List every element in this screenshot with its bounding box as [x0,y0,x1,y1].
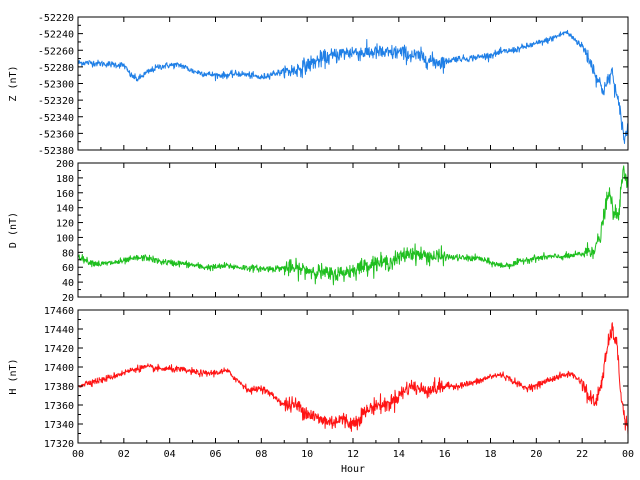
series-line-d [77,165,629,286]
x-tick-label-1: 02 [118,449,130,460]
y-tick-label-z-3: -52280 [38,63,74,74]
y-tick-label-h-0: 17460 [44,306,74,317]
y-tick-label-z-5: -52320 [38,96,74,107]
x-tick-label-7: 14 [393,449,405,460]
x-tick-label-4: 08 [255,449,267,460]
y-tick-label-h-7: 17320 [44,439,74,450]
y-tick-label-d-7: 60 [62,263,74,274]
y-tick-label-d-9: 20 [62,293,74,304]
y-axis-label-z: Z (nT) [8,65,19,101]
x-tick-label-6: 12 [347,449,359,460]
y-tick-label-z-7: -52360 [38,129,74,140]
x-tick-label-3: 06 [209,449,221,460]
y-axis-label-d: D (nT) [8,212,19,248]
y-tick-label-z-8: -52380 [38,146,74,157]
y-tick-label-h-5: 17360 [44,401,74,412]
panel-d: 200 180 160 140 120 100 80 60 40 20 D (nT) [8,159,629,304]
y-tick-label-z-2: -52260 [38,46,74,57]
y-tick-label-z-0: -52220 [38,13,74,24]
y-tick-label-h-3: 17400 [44,363,74,374]
y-tick-label-d-5: 100 [56,233,74,244]
y-tick-label-h-4: 17380 [44,382,74,393]
y-tick-label-z-4: -52300 [38,80,74,91]
series-line-z [77,29,629,144]
x-tick-label-9: 18 [484,449,496,460]
x-tick-label-11: 22 [576,449,588,460]
y-tick-label-d-6: 80 [62,248,74,259]
y-tick-label-d-3: 140 [56,204,74,215]
y-tick-label-d-8: 40 [62,278,74,289]
y-tick-label-h-6: 17340 [44,420,74,431]
y-tick-label-d-4: 120 [56,219,74,230]
y-tick-label-d-2: 160 [56,189,74,200]
plot-frame-z [77,16,629,151]
y-axis-label-h: H (nT) [8,358,19,394]
x-tick-label-12: 00 [622,449,634,460]
y-tick-label-z-1: -52240 [38,30,74,41]
x-tick-label-10: 20 [530,449,542,460]
x-tick-label-2: 04 [164,449,176,460]
y-tick-label-h-2: 17420 [44,344,74,355]
x-tick-label-5: 10 [301,449,313,460]
panel-h: 17460 17440 17420 17400 17380 17360 17340 17320… [8,306,629,450]
x-tick-label-0: 00 [72,449,84,460]
series-line-h [77,322,629,435]
plot-frame-d [77,162,629,298]
y-tick-label-d-1: 180 [56,174,74,185]
y-tick-label-z-6: -52340 [38,113,74,124]
panel-z: -52220 -52240 -52260 -52280 -52300 -52320 -523… [8,13,629,157]
y-tick-label-d-0: 200 [56,159,74,170]
y-tick-label-h-1: 17440 [44,325,74,336]
x-tick-label-8: 16 [439,449,451,460]
x-axis-label: Hour [341,464,365,475]
